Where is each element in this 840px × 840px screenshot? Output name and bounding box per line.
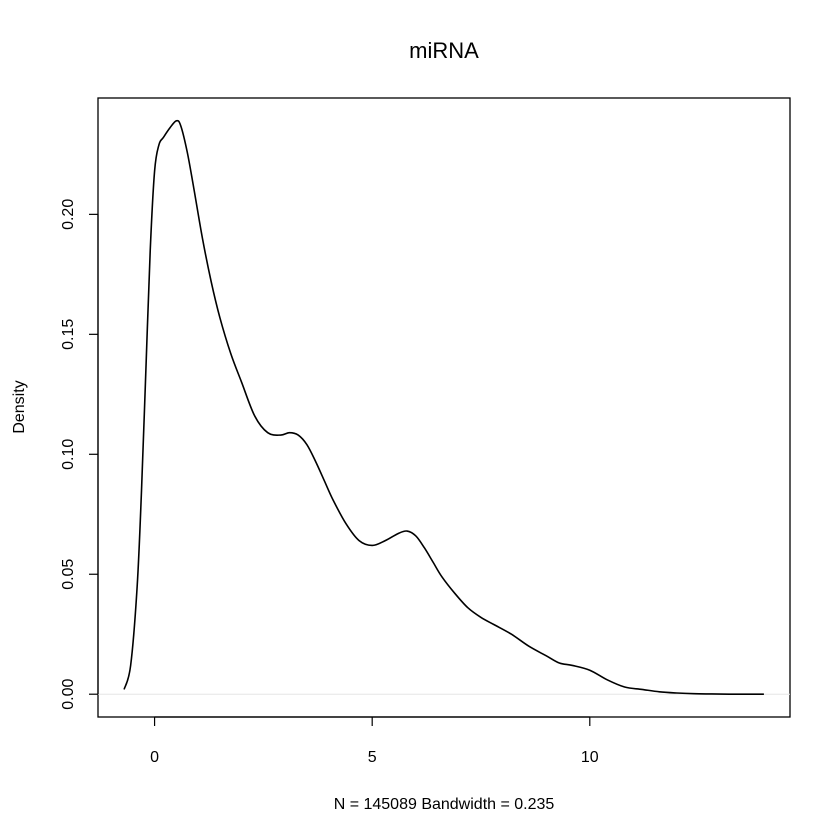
plot-frame: [97, 97, 791, 718]
x-axis-label: N = 145089 Bandwidth = 0.235: [334, 796, 555, 813]
x-tick-label: 10: [581, 749, 599, 766]
y-tick-label: 0.00: [60, 679, 77, 710]
y-tick-label: 0.05: [60, 559, 77, 590]
x-tick-label: 0: [150, 749, 159, 766]
y-tick-label: 0.15: [60, 319, 77, 350]
y-tick-label: 0.20: [60, 199, 77, 230]
y-axis-label: Density: [11, 380, 28, 433]
y-tick-label: 0.10: [60, 439, 77, 470]
x-axis: 0 5 10: [150, 716, 599, 766]
density-line: [123, 119, 764, 696]
x-tick-label: 5: [368, 749, 377, 766]
chart-title: miRNA: [409, 38, 479, 63]
y-axis: 0.00 0.05 0.10 0.15 0.20: [60, 199, 99, 710]
